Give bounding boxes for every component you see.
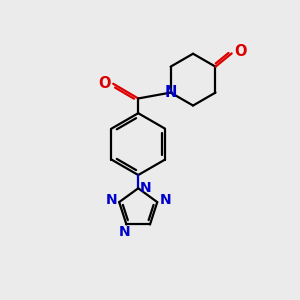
Text: N: N — [140, 181, 152, 195]
Text: N: N — [160, 193, 171, 207]
Text: N: N — [164, 85, 177, 100]
Text: O: O — [234, 44, 247, 59]
Text: N: N — [106, 193, 118, 207]
Text: N: N — [118, 225, 130, 239]
Text: O: O — [99, 76, 111, 91]
